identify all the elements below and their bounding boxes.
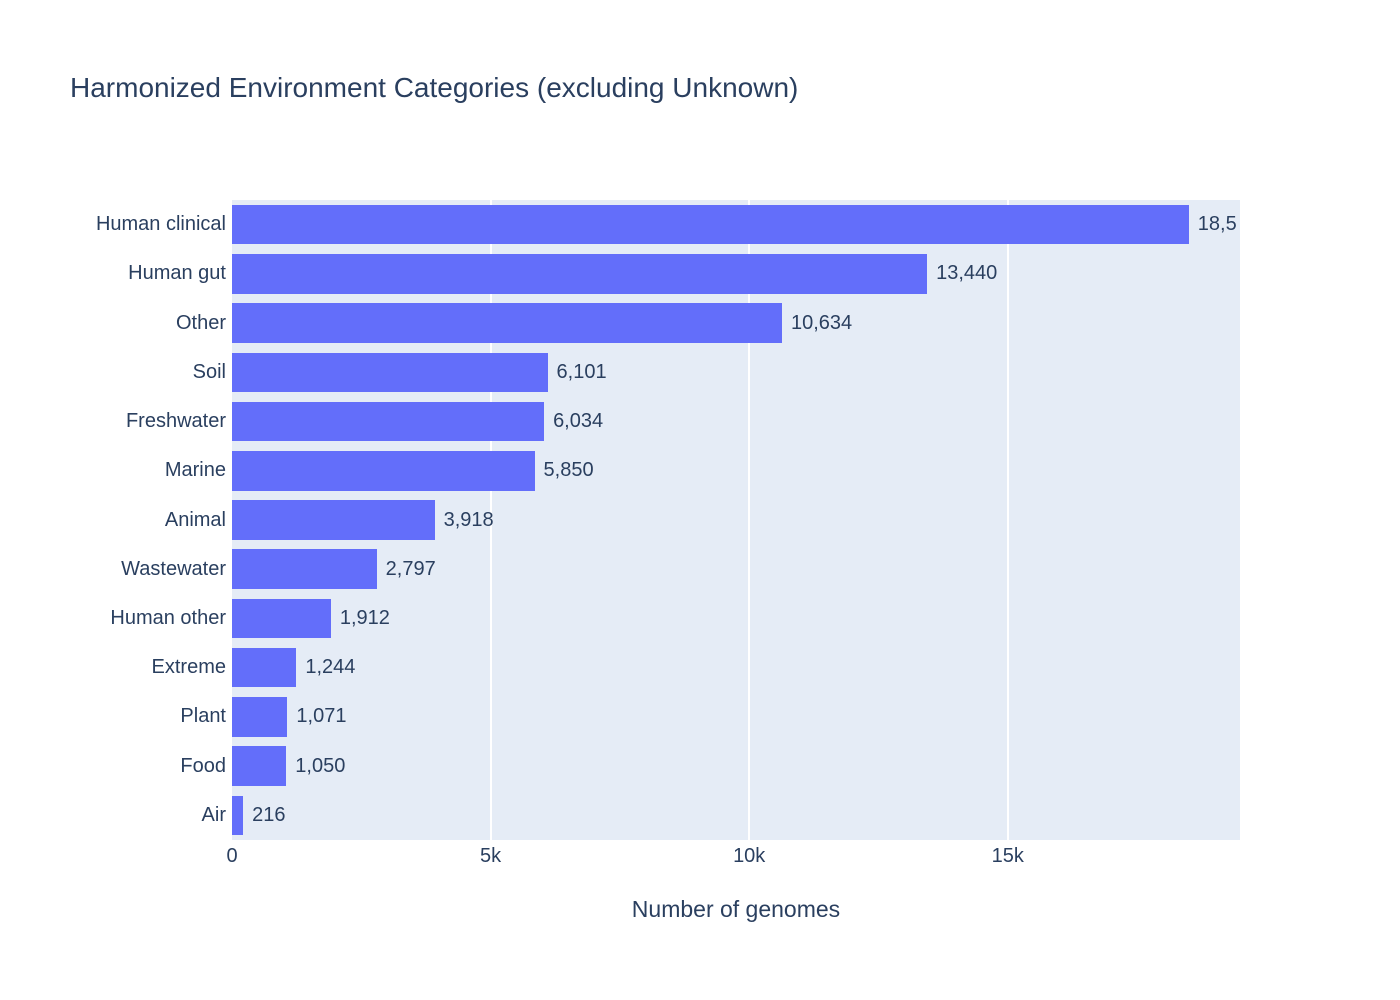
y-tick-label-other: Other [175, 311, 226, 334]
bar-value-label-marine: 5,850 [543, 459, 594, 482]
bar-marine[interactable] [232, 451, 535, 491]
y-tick-label-freshwater: Freshwater [125, 410, 226, 433]
bar-animal[interactable] [232, 500, 435, 540]
bar-value-label-human-other: 1,912 [339, 606, 390, 629]
x-axis-ticks: 0 5k 10k 15k [226, 845, 1240, 873]
x-tick-label-0: 0 [226, 845, 238, 867]
y-tick-label-human-gut: Human gut [128, 262, 226, 285]
bar-air[interactable] [232, 795, 244, 836]
bar-wastewater[interactable] [232, 549, 377, 589]
bar-value-label-other: 10,634 [790, 311, 853, 334]
y-tick-label-food: Food [180, 754, 226, 777]
y-tick-label-human-other: Human other [110, 606, 226, 629]
y-tick-label-air: Air [201, 803, 226, 826]
y-axis-labels: Human clinical Human gut Other Soil Freshwat… [0, 200, 226, 840]
x-axis-title: Number of genomes [631, 896, 841, 922]
bar-value-label-freshwater: 6,034 [553, 410, 604, 433]
x-tick-label-15k: 15k [991, 845, 1024, 867]
bar-human-other[interactable] [232, 598, 331, 639]
bar-value-label-soil: 6,101 [556, 360, 607, 383]
bar-human-gut[interactable] [232, 254, 928, 294]
gridline-10k [748, 200, 751, 840]
chart-title: Harmonized Environment Categories (exclu… [70, 72, 799, 103]
x-tick-label-10k: 10k [733, 845, 766, 867]
gridline-5k [489, 200, 492, 840]
bar-soil[interactable] [232, 352, 548, 393]
y-tick-label-animal: Animal [164, 508, 226, 531]
bar-value-label-air: 216 [252, 803, 286, 826]
bar-value-label-human-clinical: 18,5 [1197, 213, 1237, 236]
x-tick-label-5k: 5k [480, 845, 502, 867]
bar-value-label-food: 1,050 [295, 754, 346, 777]
bar-food[interactable] [232, 746, 287, 786]
bar-plant[interactable] [232, 697, 288, 737]
bar-other[interactable] [232, 303, 782, 343]
bar-value-label-extreme: 1,244 [305, 656, 356, 679]
bar-value-label-plant: 1,071 [296, 705, 347, 728]
bar-freshwater[interactable] [232, 401, 545, 442]
bar-value-label-human-gut: 13,440 [936, 262, 998, 285]
y-tick-label-extreme: Extreme [151, 656, 226, 679]
bar-human-clinical[interactable] [232, 204, 1189, 245]
y-tick-label-human-clinical: Human clinical [95, 213, 226, 236]
bar-value-label-wastewater: 2,797 [385, 557, 436, 580]
bar-value-label-animal: 3,918 [443, 508, 494, 531]
plot-area: 18,5 13,440 10,634 6,101 6,034 5,850 3,918 2,79… [232, 200, 1240, 840]
gridline-15k [1006, 200, 1009, 840]
y-tick-label-plant: Plant [180, 705, 226, 728]
y-tick-label-wastewater: Wastewater [121, 557, 226, 580]
y-tick-label-soil: Soil [192, 360, 226, 383]
bar-extreme[interactable] [232, 647, 297, 688]
y-tick-label-marine: Marine [164, 459, 226, 482]
